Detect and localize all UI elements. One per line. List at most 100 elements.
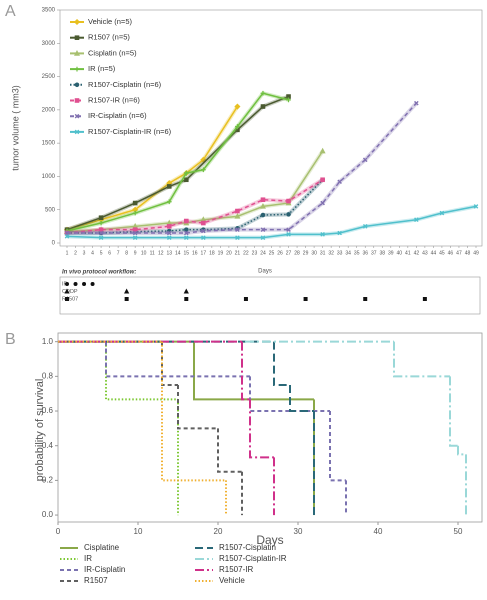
legend-label: R1507 (n=5)	[88, 33, 130, 42]
x-tick-label: 40	[374, 527, 383, 536]
x-tick-label: 18	[209, 250, 215, 256]
y-tick-label: 3500	[42, 8, 56, 14]
x-tick-label: 33	[337, 250, 343, 256]
x-tick-label: 4	[91, 250, 94, 256]
legend-label: IR (n=5)	[88, 64, 116, 73]
data-point	[320, 177, 325, 183]
data-point	[259, 202, 266, 209]
x-tick-label: 10	[141, 250, 147, 256]
workflow-marker	[124, 297, 129, 301]
legend-marker	[74, 66, 80, 72]
panel-label: B	[5, 331, 16, 348]
x-tick-label: 11	[150, 250, 155, 256]
x-tick-label: 37	[371, 250, 377, 256]
series-glow	[66, 178, 324, 236]
data-point	[260, 227, 266, 232]
data-point	[362, 157, 368, 163]
data-point	[473, 204, 479, 209]
legend-marker	[74, 82, 80, 88]
data-point	[183, 227, 189, 232]
survival-step	[329, 411, 346, 482]
data-point	[64, 234, 70, 239]
x-tick-label: 35	[354, 250, 360, 256]
survival-step	[393, 341, 450, 378]
legend-label: R1507-Cisplatin-IR (n=6)	[88, 127, 172, 136]
x-tick-label: 26	[277, 250, 283, 256]
x-tick-label: 49	[473, 250, 479, 256]
legend-label: IR-Cisplatin	[84, 565, 125, 574]
x-tick-label: 7	[117, 250, 120, 256]
survival-step	[449, 376, 458, 447]
workflow-row-label: R1507	[62, 296, 78, 302]
workflow-marker	[64, 288, 70, 294]
x-tick-label: 24	[260, 250, 266, 256]
y-axis-label: tumor volume ( mm3)	[10, 85, 20, 171]
y-tick-label: 0.6	[42, 406, 54, 415]
data-point	[319, 147, 326, 154]
data-point	[200, 167, 206, 173]
workflow-marker	[184, 297, 189, 301]
data-point	[201, 235, 206, 240]
x-tick-label: 30	[294, 527, 303, 536]
y-tick-label: 1.0	[42, 337, 54, 346]
data-point	[166, 224, 172, 229]
data-point	[98, 235, 104, 240]
data-point	[201, 220, 206, 226]
series-glow	[66, 105, 240, 232]
survival-step	[217, 428, 242, 473]
x-tick-label: 29	[303, 250, 309, 256]
x-tick-label: 3	[83, 250, 86, 256]
y-tick-label: 2000	[42, 107, 56, 113]
plot-frame	[57, 332, 483, 523]
x-tick-label: 30	[311, 250, 317, 256]
legend-marker	[74, 129, 80, 135]
series-glow	[67, 178, 325, 236]
x-tick-label: 28	[294, 250, 300, 256]
data-point	[260, 212, 266, 218]
legend-label: Vehicle (n=5)	[88, 17, 132, 26]
x-tick-label: 44	[431, 250, 437, 256]
data-point	[183, 218, 189, 224]
x-tick-label: 8	[125, 250, 128, 256]
data-point	[166, 184, 172, 189]
data-point	[235, 227, 240, 232]
data-point	[98, 220, 104, 226]
x-tick-label: 34	[345, 250, 351, 256]
x-tick-label: 16	[192, 250, 198, 256]
x-tick-label: 2	[74, 250, 77, 256]
workflow-title: In vivo protocol workflow:	[62, 270, 136, 276]
legend-label: R1507-Cisplatin (n=6)	[88, 80, 162, 89]
x-axis-label: Days	[258, 269, 272, 275]
x-tick-label: 46	[448, 250, 454, 256]
x-tick-label: 38	[379, 250, 385, 256]
workflow-marker	[65, 297, 69, 301]
y-tick-label: 3000	[42, 41, 56, 47]
y-tick-label: 500	[45, 207, 56, 213]
legend-label: R1507-Cisplatin	[219, 543, 276, 552]
series-line	[66, 106, 239, 231]
series-line	[66, 179, 324, 234]
x-tick-label: 25	[269, 250, 275, 256]
data-point	[286, 232, 291, 237]
legend-label: R1507	[84, 576, 108, 585]
data-point	[260, 197, 266, 203]
data-point	[260, 235, 266, 240]
data-point	[201, 228, 206, 234]
x-tick-label: 15	[184, 250, 190, 256]
y-axis-label: probability of survival	[34, 379, 46, 482]
data-point	[337, 179, 342, 185]
legend-label: Cisplatin (n=5)	[88, 48, 137, 57]
data-point	[235, 124, 240, 129]
data-point	[414, 100, 419, 106]
data-point	[98, 227, 104, 232]
y-tick-label: 2500	[42, 74, 56, 80]
survival-step	[273, 341, 290, 387]
x-tick-label: 23	[252, 250, 258, 256]
y-tick-label: 0.4	[42, 441, 54, 450]
workflow-box	[59, 276, 481, 315]
survival-step	[105, 341, 178, 401]
workflow-marker	[90, 282, 95, 286]
x-tick-label: 21	[235, 250, 241, 256]
data-point	[286, 97, 291, 103]
x-tick-label: 32	[328, 250, 334, 256]
